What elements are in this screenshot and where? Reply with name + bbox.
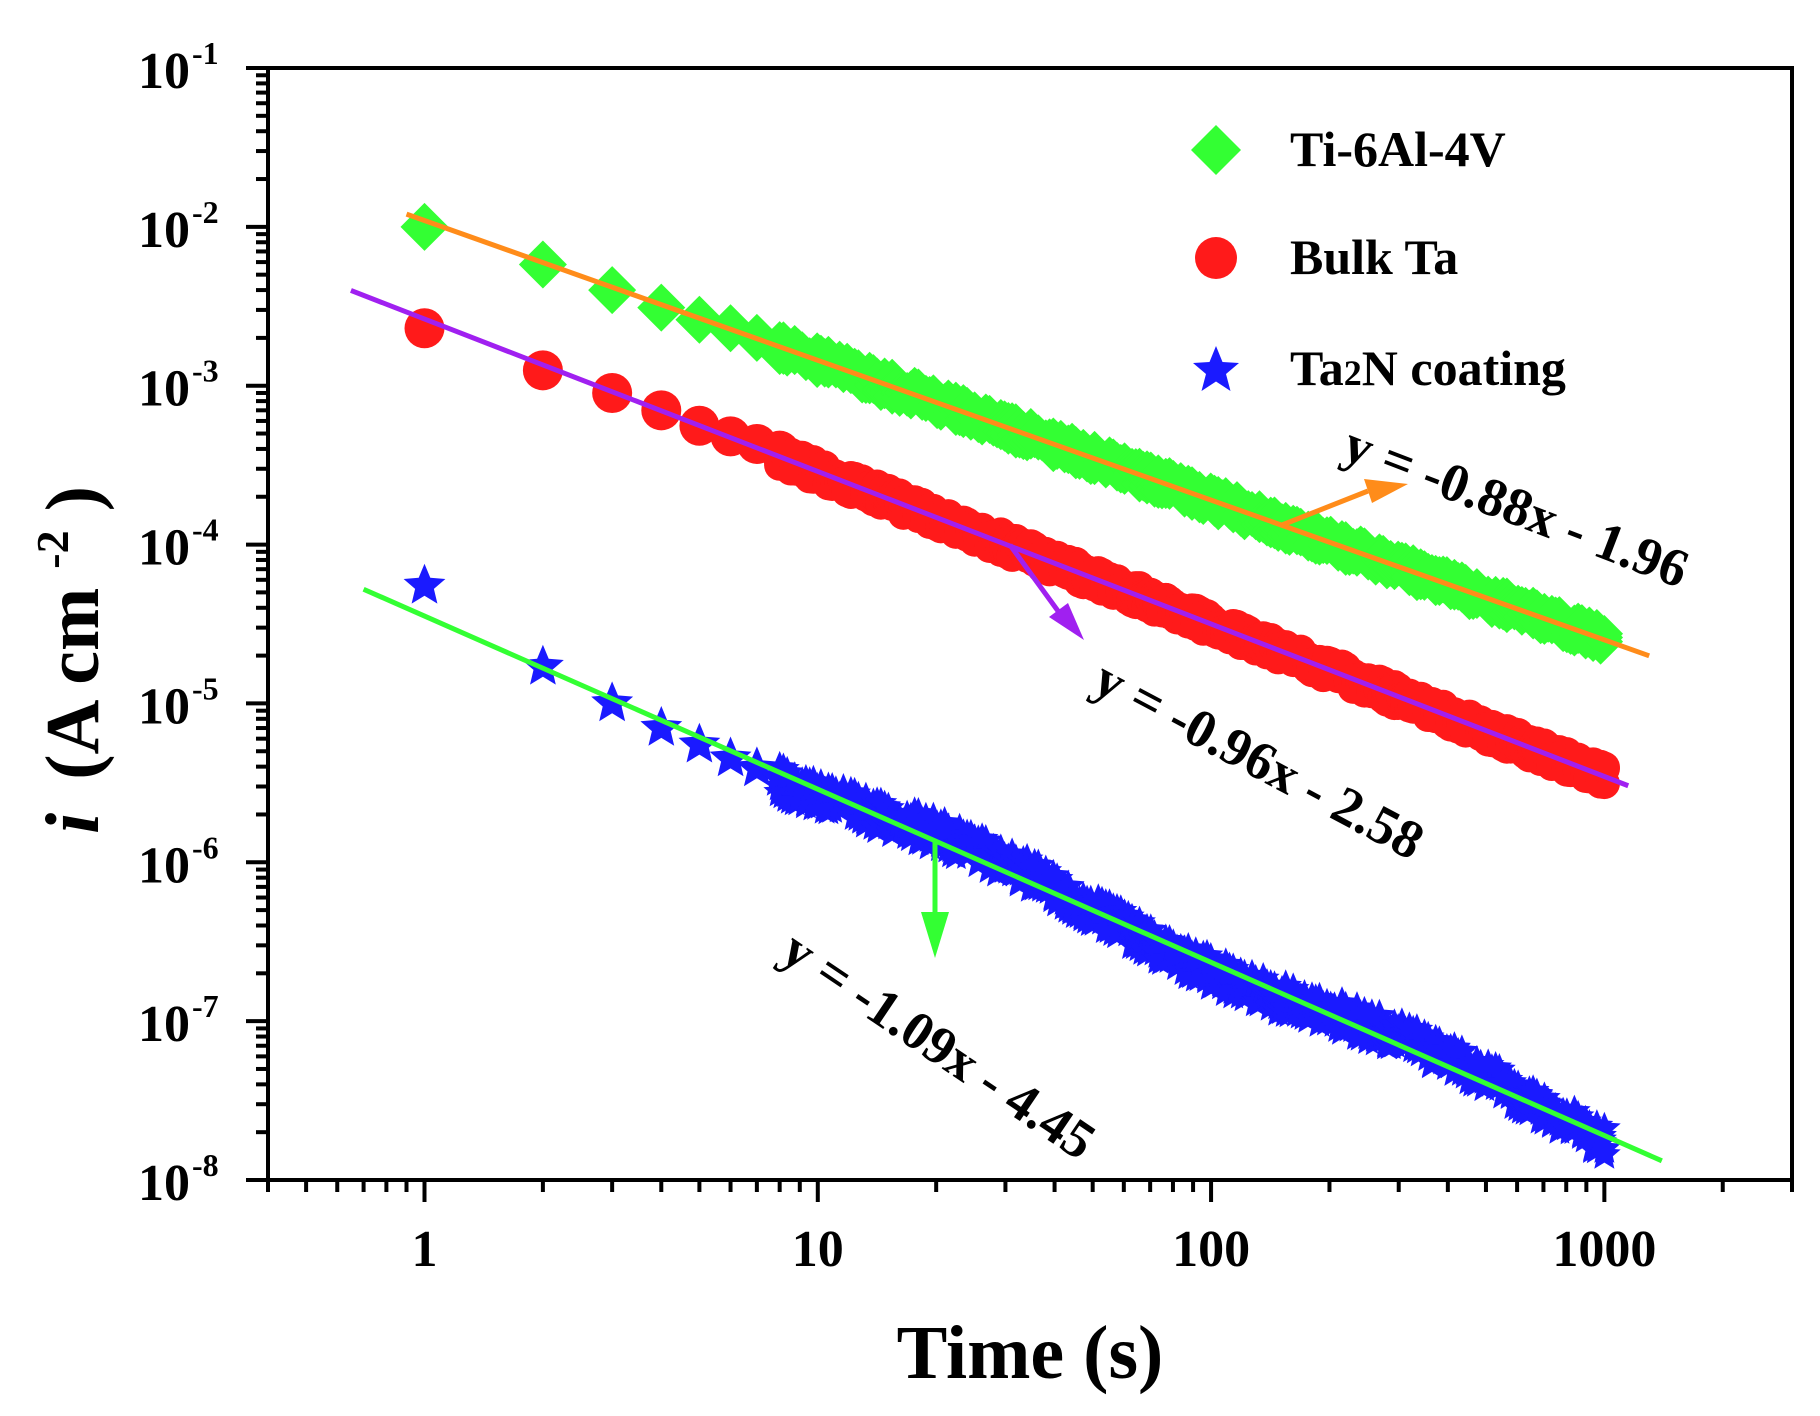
x-axis-title: Time (s) [897, 1311, 1164, 1395]
y-tick-label-base: 10 [138, 361, 190, 418]
data-point-diamond [588, 266, 637, 315]
data-point-star [640, 706, 683, 746]
legend-label-ta2n: Ta2N coating [1290, 340, 1566, 396]
fit-equation-ta2n: y = -1.09x - 4.45 [771, 918, 1106, 1171]
y-tick-label-base: 10 [138, 520, 190, 577]
fit-line [362, 586, 1663, 1164]
legend-label-ti6al4v: Ti-6Al-4V [1290, 121, 1506, 177]
legend-item-bulk-ta: Bulk Ta [1195, 229, 1458, 285]
x-tick-label: 1 [412, 1221, 438, 1278]
y-axis-title-unit: (A cm [31, 588, 115, 780]
y-tick-label-base: 10 [138, 1155, 190, 1212]
y-tick-label-base: 10 [138, 996, 190, 1053]
plot-frame [266, 66, 1794, 1182]
fit-lines-top-layer [350, 211, 1663, 1164]
data-point-star [678, 722, 721, 763]
legend-marker-star [1193, 346, 1239, 391]
y-tick-label-exponent: -4 [192, 512, 219, 548]
y-tick-label: 10 [138, 361, 190, 418]
data-point-circle [404, 308, 445, 349]
data-point-star [403, 563, 446, 604]
x-tick-label: 10 [792, 1221, 844, 1278]
y-tick-label-base: 10 [138, 43, 190, 100]
fit-arrow-ti6al4v [1281, 488, 1369, 528]
legend-label-ta2n-sub: 2 [1344, 353, 1362, 393]
y-tick-label-base: 10 [138, 202, 190, 259]
y-tick-label: 10 [138, 202, 190, 259]
y-axis-title-symbol: i [31, 813, 115, 834]
fit-arrowhead-ta2n [921, 912, 949, 958]
x-tick-label: 1000 [1552, 1221, 1656, 1278]
fit-arrow-bulk-ta [1007, 543, 1061, 613]
data-points-layer [400, 202, 1624, 1169]
legend-label-ta2n-rest: N coating [1362, 340, 1566, 396]
legend-label-ta2n-main: Ta [1290, 340, 1344, 396]
y-axis-title: i (A cm -2 ) [1, 486, 115, 834]
plot-frame-layer [266, 66, 1794, 1182]
y-tick-label: 10 [138, 996, 190, 1053]
data-point-star [522, 644, 564, 685]
data-point-star [1588, 1137, 1621, 1169]
axis-ticks-layer: 1 10 100 100010-110-210-310-410-510-610-710… [138, 35, 1794, 1278]
y-tick-label-exponent: -2 [192, 194, 219, 230]
data-point-star [709, 736, 752, 777]
y-tick-label-exponent: -3 [192, 353, 219, 389]
legend-item-ti6al4v: Ti-6Al-4V [1191, 121, 1506, 177]
y-tick-label-exponent: -7 [192, 988, 219, 1024]
y-tick-label: 10 [138, 837, 190, 894]
y-tick-label-exponent: -8 [192, 1147, 219, 1183]
fit-arrowhead-bulk-ta [1049, 603, 1084, 640]
y-axis-title-close: ) [31, 486, 115, 511]
y-tick-label-exponent: -5 [192, 670, 219, 706]
y-tick-label: 10 [138, 520, 190, 577]
y-axis-title-exp: -2 [27, 530, 78, 568]
y-tick-label-exponent: -1 [192, 35, 219, 71]
y-tick-label-base: 10 [138, 678, 190, 735]
legend-marker-diamond [1191, 125, 1241, 175]
legend-marker-circle [1195, 237, 1237, 279]
x-tick-label: 100 [1172, 1221, 1250, 1278]
fit-line [405, 211, 1651, 659]
data-point-diamond [637, 283, 686, 332]
y-tick-label: 10 [138, 43, 190, 100]
y-tick-label: 10 [138, 678, 190, 735]
data-point-star [1588, 1111, 1621, 1143]
fit-arrowhead-ti6al4v [1364, 479, 1408, 503]
fit-line [350, 288, 1630, 789]
legend-item-ta2n: Ta2N coating [1193, 340, 1566, 396]
legend: Ti-6Al-4V Bulk Ta Ta2N coating [1191, 121, 1566, 396]
y-tick-label-exponent: -6 [192, 829, 219, 865]
y-tick-label-base: 10 [138, 837, 190, 894]
y-tick-label: 10 [138, 1155, 190, 1212]
legend-label-bulk-ta: Bulk Ta [1290, 229, 1458, 285]
